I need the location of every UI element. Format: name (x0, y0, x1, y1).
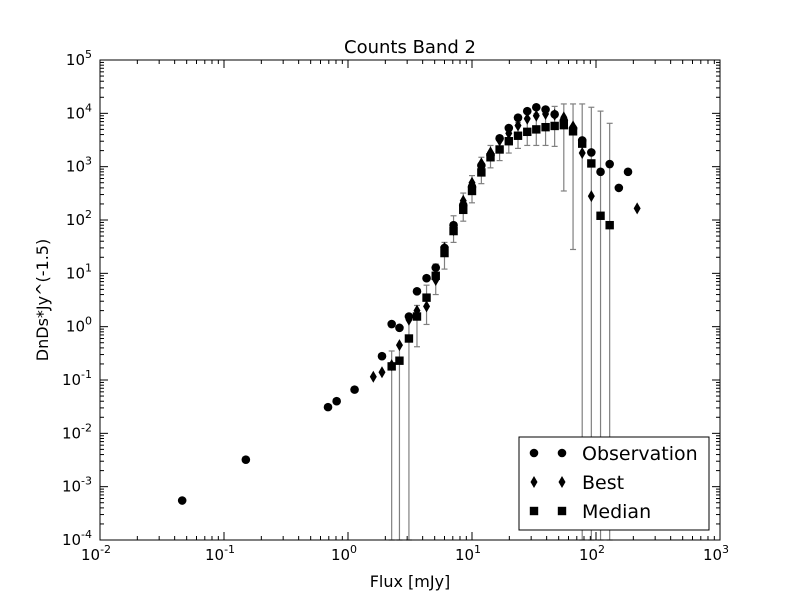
median-point (596, 211, 605, 220)
y-tick-label: 10-4 (62, 528, 92, 549)
median-point (477, 168, 486, 177)
legend-marker-observation (529, 448, 539, 458)
best-point (369, 370, 377, 383)
legend-marker-median (557, 506, 567, 516)
best-point (587, 190, 595, 203)
best-point (578, 147, 586, 160)
median-point (532, 125, 541, 134)
median-point (541, 122, 550, 132)
observation-point (412, 287, 422, 296)
legend-label-observation: Observation (582, 443, 698, 465)
observation-point (377, 351, 387, 361)
x-tick-label: 100 (331, 543, 357, 564)
median-point (440, 248, 449, 258)
observation-point (422, 273, 431, 283)
legend: Observation Best Median (518, 436, 710, 531)
best-point (532, 109, 540, 122)
series-median (387, 120, 614, 371)
observation-point (387, 319, 396, 329)
observation-point (395, 323, 404, 333)
observation-point (323, 402, 333, 412)
median-point (523, 127, 532, 137)
observation-point (531, 102, 541, 112)
median-point (395, 356, 404, 365)
best-point (551, 108, 559, 121)
marker-layer (177, 102, 641, 505)
x-tick-label: 10-1 (205, 543, 235, 564)
best-point (560, 111, 568, 124)
best-point (378, 366, 386, 379)
best-point (477, 157, 485, 170)
median-point (550, 121, 559, 131)
y-tick-label: 105 (66, 48, 92, 69)
observation-point (513, 113, 523, 122)
best-point (514, 119, 522, 132)
legend-marker-observation (557, 448, 567, 458)
observation-point (350, 385, 359, 394)
x-tick-label: 101 (455, 543, 481, 564)
observation-point (605, 159, 614, 169)
median-point (587, 159, 596, 168)
observation-point (332, 396, 341, 406)
best-point (423, 300, 431, 313)
best-point (542, 108, 550, 121)
legend-box (518, 436, 710, 531)
median-point (449, 226, 458, 236)
y-tick-label: 104 (66, 101, 92, 122)
observation-point (596, 167, 605, 177)
y-tick-label: 10-2 (62, 421, 92, 442)
best-point (633, 202, 641, 215)
median-point (559, 120, 569, 130)
median-point (605, 220, 614, 230)
tick-layer: 10-2 10-1 100 101 102 103 10-4 10-3 10-2 10-1 100 1… (62, 48, 729, 564)
legend-marker-median (529, 506, 539, 516)
y-tick-label: 100 (66, 315, 92, 336)
best-point (468, 176, 476, 189)
x-tick-label: 103 (703, 543, 729, 564)
best-point (523, 112, 531, 125)
observation-point (522, 106, 532, 116)
median-point (504, 137, 513, 146)
legend-label-median: Median (582, 501, 651, 523)
observation-point (431, 263, 441, 272)
median-point (486, 153, 495, 162)
median-point (412, 312, 422, 321)
best-point (405, 313, 413, 326)
y-tick-label: 102 (66, 208, 92, 229)
median-point (431, 271, 440, 280)
observation-point (587, 148, 596, 157)
y-tick-label: 10-3 (62, 475, 92, 496)
legend-marker-best (558, 476, 566, 488)
y-tick-label: 10-1 (62, 368, 92, 389)
x-tick-label: 102 (579, 543, 605, 564)
x-axis-label: Flux [mJy] (370, 572, 451, 591)
median-point (495, 145, 504, 154)
y-tick-label: 101 (66, 261, 92, 282)
median-point (422, 293, 431, 302)
median-point (459, 205, 468, 215)
best-point (459, 194, 467, 207)
legend-marker-best (530, 476, 538, 488)
observation-point (177, 496, 187, 505)
median-point (404, 334, 414, 343)
x-tick-label: 10-2 (81, 543, 111, 564)
median-point (578, 139, 587, 148)
median-point (568, 127, 578, 136)
observation-point (241, 455, 251, 465)
chart-title: Counts Band 2 (344, 37, 476, 58)
best-point (505, 127, 513, 140)
median-point (513, 131, 523, 140)
observation-point (614, 183, 624, 193)
median-point (467, 186, 477, 196)
y-tick-label: 103 (66, 155, 92, 176)
legend-label-best: Best (582, 472, 624, 494)
plot-frame (99, 59, 721, 541)
best-point (569, 120, 577, 133)
median-point (387, 362, 396, 371)
best-point (395, 339, 403, 352)
best-point (496, 134, 504, 147)
y-axis-label: DnDs*Jy^(-1.5) (33, 239, 52, 361)
observation-point (623, 167, 633, 177)
